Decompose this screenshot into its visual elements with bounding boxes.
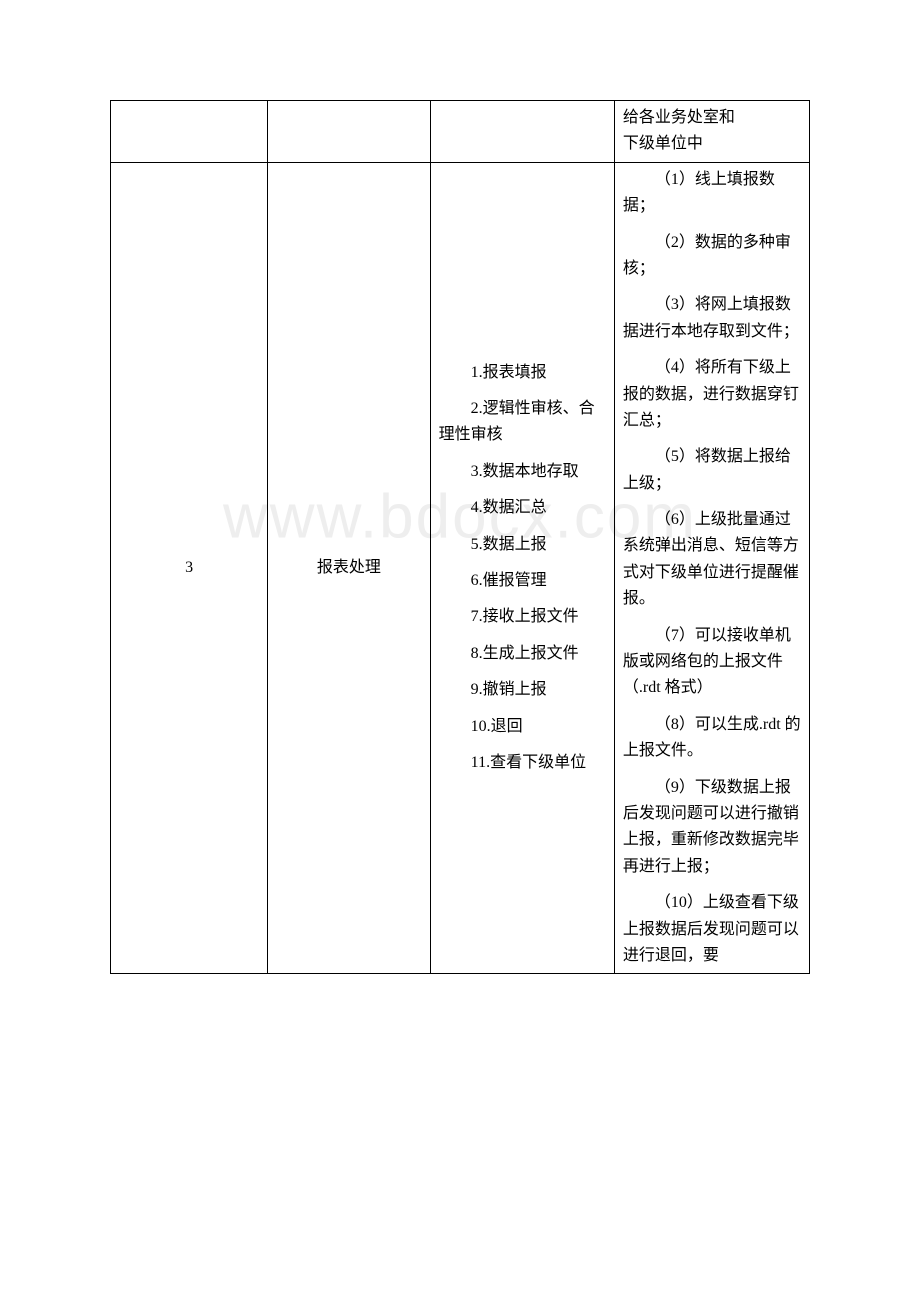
document-table: 给各业务处室和 下级单位中 3 报表处理 1.报表填报 2.逻辑性审核、合理性审…: [110, 100, 810, 974]
function-item: 1.报表填报: [439, 360, 606, 386]
description-item: （3）将网上填报数据进行本地存取到文件；: [623, 292, 801, 345]
function-item: 5.数据上报: [439, 532, 606, 558]
cell-empty: [111, 101, 268, 163]
function-item: 6.催报管理: [439, 568, 606, 594]
cell-content: 给各业务处室和 下级单位中: [614, 101, 809, 163]
text-line: 给各业务处室和: [623, 105, 801, 131]
cell-descriptions: （1）线上填报数据； （2）数据的多种审核； （3）将网上填报数据进行本地存取到…: [614, 162, 809, 974]
function-item: 2.逻辑性审核、合理性审核: [439, 396, 606, 449]
function-item: 3.数据本地存取: [439, 459, 606, 485]
description-item: （8）可以生成.rdt 的上报文件。: [623, 712, 801, 765]
function-item: 9.撤销上报: [439, 677, 606, 703]
table-row: 给各业务处室和 下级单位中: [111, 101, 810, 163]
cell-empty: [430, 101, 614, 163]
description-item: （10）上级查看下级上报数据后发现问题可以进行退回，要: [623, 890, 801, 969]
description-item: （6）上级批量通过系统弹出消息、短信等方式对下级单位进行提醒催报。: [623, 507, 801, 613]
cell-functions: 1.报表填报 2.逻辑性审核、合理性审核 3.数据本地存取 4.数据汇总 5.数…: [430, 162, 614, 974]
description-item: （2）数据的多种审核；: [623, 230, 801, 283]
function-item: 10.退回: [439, 714, 606, 740]
cell-empty: [268, 101, 431, 163]
function-item: 4.数据汇总: [439, 495, 606, 521]
table-row: 3 报表处理 1.报表填报 2.逻辑性审核、合理性审核 3.数据本地存取 4.数…: [111, 162, 810, 974]
description-item: （9）下级数据上报后发现问题可以进行撤销上报，重新修改数据完毕再进行上报；: [623, 775, 801, 881]
function-item: 8.生成上报文件: [439, 641, 606, 667]
function-item: 7.接收上报文件: [439, 604, 606, 630]
description-item: （4）将所有下级上报的数据，进行数据穿钉汇总；: [623, 355, 801, 434]
description-item: （5）将数据上报给上级；: [623, 444, 801, 497]
function-item: 11.查看下级单位: [439, 750, 606, 776]
cell-category: 报表处理: [268, 162, 431, 974]
description-item: （7）可以接收单机版或网络包的上报文件（.rdt 格式）: [623, 623, 801, 702]
description-item: （1）线上填报数据；: [623, 167, 801, 220]
text-line: 下级单位中: [623, 131, 801, 157]
cell-sequence-number: 3: [111, 162, 268, 974]
